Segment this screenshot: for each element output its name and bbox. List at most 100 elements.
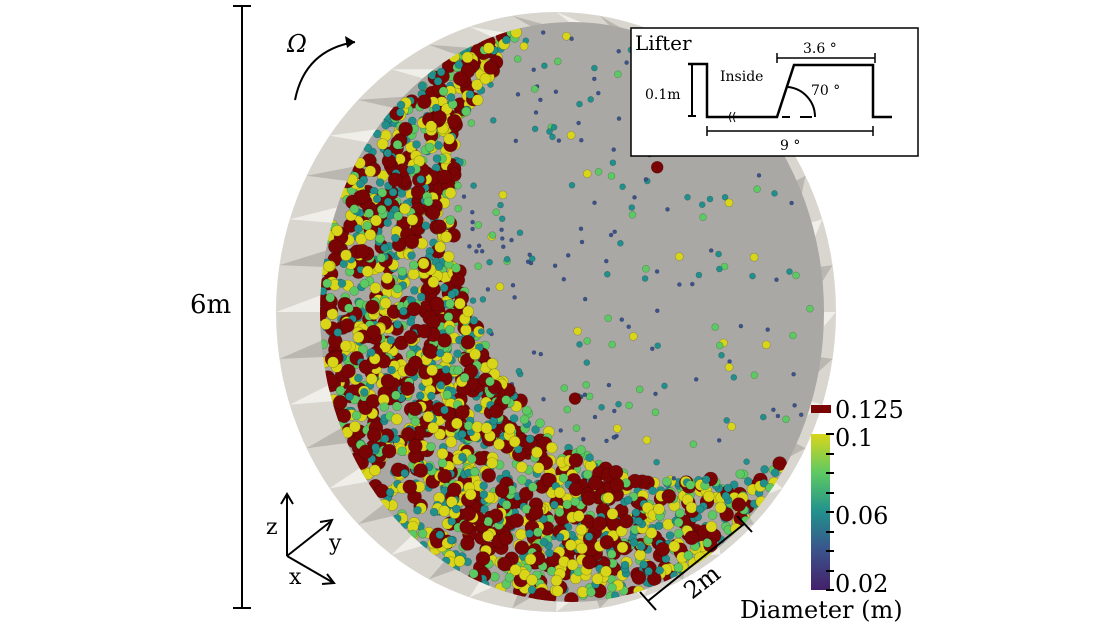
particle [509, 237, 514, 243]
particle [364, 229, 377, 241]
particle [439, 283, 449, 293]
particle [519, 41, 529, 51]
particle [743, 477, 753, 486]
particle [380, 243, 390, 253]
particle [500, 244, 506, 249]
particle [552, 263, 558, 269]
particle [444, 324, 455, 335]
particle [634, 549, 647, 561]
particle [460, 324, 472, 336]
particle [406, 317, 416, 327]
particle [461, 194, 467, 199]
particle [366, 324, 381, 340]
particle [379, 297, 392, 310]
particle [556, 138, 562, 143]
particle [615, 400, 622, 408]
particle [464, 488, 477, 501]
particle [761, 340, 771, 350]
particle [527, 482, 538, 492]
particle [653, 458, 660, 466]
particle [407, 268, 420, 280]
particle [485, 376, 495, 387]
particle [393, 320, 402, 329]
particle [474, 221, 483, 229]
particle [532, 462, 545, 474]
particle [501, 500, 512, 510]
particle [525, 259, 531, 265]
particle [453, 555, 466, 567]
particle [723, 483, 733, 493]
particle [454, 181, 462, 190]
particle [403, 329, 418, 345]
particle [386, 335, 396, 345]
particle [612, 424, 622, 433]
particle [486, 328, 493, 335]
particle [611, 408, 617, 414]
particle [479, 248, 485, 254]
particle [711, 323, 720, 331]
particle [447, 114, 462, 129]
particle [446, 482, 462, 498]
particle [645, 527, 658, 539]
particle [583, 337, 592, 345]
particle [568, 181, 576, 189]
particle [327, 356, 339, 369]
particle [553, 57, 562, 66]
particle [406, 214, 419, 226]
particle [429, 507, 439, 517]
particle [560, 384, 569, 392]
particle [650, 161, 664, 174]
lifter [794, 175, 806, 197]
particle [635, 385, 644, 394]
particle [530, 85, 539, 93]
particle [533, 527, 543, 538]
particle [469, 209, 475, 215]
particle [440, 231, 453, 243]
particle [483, 60, 499, 75]
particle [400, 426, 416, 442]
particle [774, 277, 779, 283]
particle [651, 408, 660, 417]
particle [693, 377, 699, 382]
particle [416, 94, 432, 110]
particle [598, 403, 605, 411]
inset-inside-label: Inside [720, 69, 763, 85]
particle [531, 446, 543, 459]
particle [479, 481, 488, 491]
particle [591, 573, 604, 585]
particle [665, 531, 675, 540]
height-label: 6m [190, 290, 231, 320]
particle [562, 499, 573, 510]
particle [727, 422, 736, 431]
particle [561, 276, 567, 282]
particle [578, 137, 584, 143]
particle [753, 185, 761, 193]
particle [392, 401, 402, 412]
particle [708, 248, 714, 253]
particle [759, 413, 767, 421]
particle [770, 468, 780, 478]
particle [749, 252, 759, 262]
particle [582, 296, 588, 302]
particle [685, 480, 696, 490]
particle [452, 71, 468, 86]
lifter [279, 339, 326, 359]
lifter [306, 427, 350, 449]
particle [413, 463, 429, 478]
particle [499, 236, 505, 241]
particle [611, 147, 617, 152]
particle [568, 453, 584, 468]
particle [396, 108, 405, 117]
particle [425, 205, 441, 221]
particle [406, 301, 422, 317]
lifter [358, 503, 396, 525]
particle [514, 540, 530, 556]
particle [716, 438, 722, 443]
particle [515, 92, 521, 97]
particle [485, 287, 491, 292]
particle [706, 195, 714, 203]
particle [573, 326, 582, 336]
particle [474, 249, 479, 254]
particle [654, 308, 660, 314]
particle [376, 204, 387, 215]
